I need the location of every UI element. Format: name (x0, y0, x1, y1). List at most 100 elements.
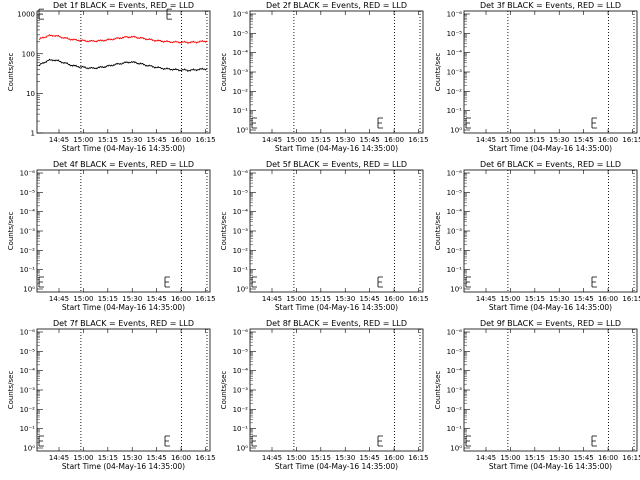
y-tick-label: 10⁻⁴ (20, 208, 36, 216)
x-axis-label: Start Time (04-May-16 14:35:00) (489, 462, 612, 471)
y-tick-label: 10⁻³ (233, 228, 249, 236)
y-tick-label: 10⁻² (20, 247, 36, 255)
y-tick-label: 10⁻⁵ (447, 348, 463, 356)
x-tick-label: 15:00 (500, 136, 520, 144)
y-tick-label: 10⁻⁶ (233, 170, 249, 178)
x-tick-label: 15:30 (549, 454, 569, 462)
error-bar-glyph (591, 435, 597, 447)
x-tick-label: 15:00 (73, 136, 93, 144)
error-bar-glyph (465, 117, 471, 129)
error-bar-glyph (591, 117, 597, 129)
y-tick-label: 10⁻² (233, 406, 249, 414)
x-tick-label: 15:00 (286, 295, 306, 303)
x-tick-label: 15:45 (360, 295, 380, 303)
x-tick-label: 16:15 (195, 454, 215, 462)
error-bar-glyph (251, 276, 257, 288)
y-tick-label: 10⁻² (20, 406, 36, 414)
y-tick-label: 10⁻⁵ (447, 189, 463, 197)
x-tick-label: 14:45 (49, 136, 69, 144)
y-tick-label: 10⁻² (233, 247, 249, 255)
y-axis-label: Counts/sec (220, 212, 228, 251)
chart-title: Det 7f BLACK = Events, RED = LLD (53, 319, 194, 328)
plot-frame (249, 10, 424, 134)
x-tick-label: 15:45 (360, 136, 380, 144)
chart-title: Det 9f BLACK = Events, RED = LLD (480, 319, 621, 328)
plot-frame (36, 169, 211, 293)
y-axis-label: Counts/sec (7, 371, 15, 410)
y-tick-label: 10⁻⁴ (447, 367, 463, 375)
y-tick-label: 10⁻² (447, 247, 463, 255)
x-tick-label: 15:15 (98, 295, 118, 303)
x-axis-label: Start Time (04-May-16 14:35:00) (275, 462, 398, 471)
y-tick-label: 10⁰ (236, 127, 248, 135)
x-tick-label: 15:30 (335, 295, 355, 303)
x-tick-label: 15:30 (335, 454, 355, 462)
x-tick-label: 15:00 (73, 295, 93, 303)
y-tick-label: 10⁻¹ (20, 266, 36, 274)
x-tick-label: 16:15 (195, 136, 215, 144)
y-tick-label: 10⁰ (23, 445, 35, 453)
x-tick-label: 16:15 (622, 295, 640, 303)
y-tick-label: 10⁰ (236, 286, 248, 294)
x-axis-label: Start Time (04-May-16 14:35:00) (62, 144, 185, 153)
x-tick-label: 15:45 (147, 136, 167, 144)
x-tick-label: 14:45 (476, 454, 496, 462)
error-bar-glyph (164, 276, 170, 288)
y-tick-label: 10⁻⁶ (233, 11, 249, 19)
x-tick-label: 14:45 (476, 136, 496, 144)
y-tick-label: 10⁻³ (447, 387, 463, 395)
x-tick-label: 15:00 (500, 295, 520, 303)
y-axis-label: Counts/sec (7, 53, 15, 92)
x-tick-label: 15:00 (286, 136, 306, 144)
y-tick-label: 10⁻¹ (233, 425, 249, 433)
y-tick-label: 10⁻¹ (20, 425, 36, 433)
x-tick-label: 15:30 (335, 136, 355, 144)
panel-det-9: Det 9f BLACK = Events, RED = LLD 14:45 15:… (434, 319, 640, 471)
x-tick-label: 15:45 (574, 454, 594, 462)
x-tick-label: 16:00 (384, 295, 404, 303)
x-axis-label: Start Time (04-May-16 14:35:00) (275, 144, 398, 153)
x-tick-label: 16:15 (408, 295, 428, 303)
chart-title: Det 8f BLACK = Events, RED = LLD (266, 319, 407, 328)
y-tick-label: 10⁻⁶ (20, 170, 36, 178)
y-tick-label: 1000 (17, 11, 35, 19)
y-tick-label: 10⁻³ (233, 387, 249, 395)
error-bar-glyph (377, 117, 383, 129)
x-tick-label: 15:45 (574, 136, 594, 144)
y-tick-label: 10⁻⁶ (447, 170, 463, 178)
x-tick-label: 15:15 (98, 454, 118, 462)
x-tick-label: 15:15 (311, 136, 331, 144)
y-tick-label: 10⁻⁴ (233, 367, 249, 375)
x-tick-label: 15:45 (147, 295, 167, 303)
panel-det-5: Det 5f BLACK = Events, RED = LLD 14:45 15:… (220, 160, 429, 312)
y-tick-label: 10 (26, 90, 35, 98)
y-tick-label: 10⁻³ (447, 69, 463, 77)
y-axis-label: Counts/sec (434, 371, 442, 410)
y-tick-label: 10⁰ (450, 445, 462, 453)
panel-det-3: Det 3f BLACK = Events, RED = LLD 14:45 15:… (434, 1, 640, 153)
x-tick-label: 16:00 (598, 454, 618, 462)
plot-frame (463, 169, 638, 293)
x-tick-label: 15:15 (525, 295, 545, 303)
error-bar-glyph (38, 8, 44, 20)
error-bar-glyph (38, 276, 44, 288)
y-tick-label: 10⁻³ (20, 228, 36, 236)
y-tick-label: 10⁻¹ (233, 107, 249, 115)
y-tick-label: 10⁻⁵ (447, 30, 463, 38)
y-tick-label: 10⁻⁴ (233, 49, 249, 57)
error-bar-glyph (465, 276, 471, 288)
series-lld-line (38, 34, 208, 44)
x-tick-label: 16:00 (598, 295, 618, 303)
x-tick-label: 16:00 (598, 136, 618, 144)
x-tick-label: 15:30 (122, 295, 142, 303)
plot-frame (463, 328, 638, 452)
x-tick-label: 16:15 (622, 136, 640, 144)
error-bar-glyph (251, 435, 257, 447)
plot-frame (249, 169, 424, 293)
y-tick-label: 10⁻² (447, 88, 463, 96)
panel-det-8: Det 8f BLACK = Events, RED = LLD 14:45 15:… (220, 319, 429, 471)
x-axis-label: Start Time (04-May-16 14:35:00) (489, 303, 612, 312)
y-axis-label: Counts/sec (220, 53, 228, 92)
y-tick-label: 10⁻⁵ (20, 348, 36, 356)
x-tick-label: 16:00 (171, 454, 191, 462)
